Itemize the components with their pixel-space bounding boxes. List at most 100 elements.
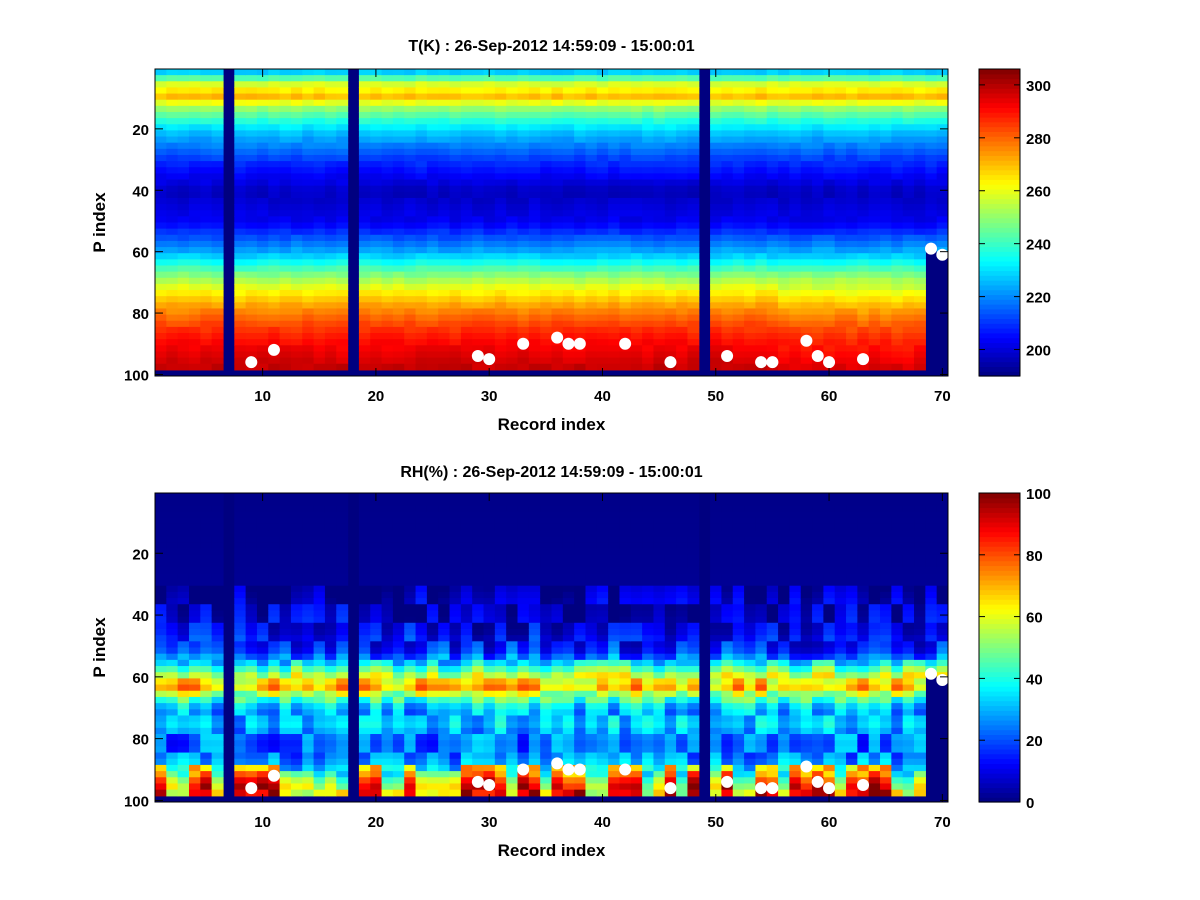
heatmap-cell xyxy=(506,111,519,119)
heatmap-cell xyxy=(211,721,224,729)
heatmap-cell xyxy=(166,628,179,636)
heatmap-cell xyxy=(256,616,269,624)
heatmap-cell xyxy=(392,764,405,772)
heatmap-cell xyxy=(256,222,269,230)
heatmap-cell xyxy=(528,517,541,525)
heatmap-cell xyxy=(914,339,926,346)
heatmap-cell xyxy=(449,666,462,673)
heatmap-cell xyxy=(528,173,541,181)
heatmap-cell xyxy=(823,253,836,260)
heatmap-cell xyxy=(585,154,598,162)
heatmap-cell xyxy=(245,124,258,131)
heatmap-cell xyxy=(268,548,281,556)
heatmap-cell xyxy=(358,290,371,297)
heatmap-cell xyxy=(789,222,802,230)
heatmap-cell xyxy=(290,764,303,772)
heatmap-cell xyxy=(755,265,768,273)
heatmap-cell xyxy=(256,314,269,322)
heatmap-cell xyxy=(789,161,802,168)
heatmap-cell xyxy=(256,167,269,174)
heatmap-cell xyxy=(336,118,349,125)
heatmap-cell xyxy=(540,548,553,556)
heatmap-cell xyxy=(177,764,190,772)
heatmap-cell xyxy=(290,690,303,698)
heatmap-cell xyxy=(653,99,666,107)
heatmap-cell xyxy=(211,783,224,791)
heatmap-cell xyxy=(449,363,462,371)
heatmap-cell xyxy=(472,579,485,587)
heatmap-cell xyxy=(392,283,405,291)
heatmap-cell xyxy=(902,124,915,131)
heatmap-cell xyxy=(245,573,258,581)
heatmap-cell xyxy=(540,641,553,649)
heatmap-cell xyxy=(676,210,689,217)
heatmap-cell xyxy=(642,363,655,371)
heatmap-cell xyxy=(279,721,292,729)
heatmap-cell xyxy=(528,333,541,340)
heatmap-cell xyxy=(211,118,224,125)
colorbar-segment xyxy=(979,174,1020,180)
heatmap-cell xyxy=(177,290,190,297)
heatmap-cell xyxy=(415,234,428,242)
heatmap-cell xyxy=(800,357,813,365)
heatmap-cell xyxy=(676,216,689,224)
heatmap-cell xyxy=(778,93,790,101)
heatmap-cell xyxy=(664,124,677,131)
heatmap-cell xyxy=(721,228,734,236)
heatmap-cell xyxy=(789,234,802,242)
heatmap-cell xyxy=(812,99,824,107)
heatmap-cell xyxy=(744,277,757,285)
heatmap-cell xyxy=(336,499,349,506)
heatmap-cell xyxy=(404,247,417,254)
heatmap-cell xyxy=(234,161,247,168)
heatmap-cell xyxy=(483,604,496,612)
heatmap-cell xyxy=(324,721,337,729)
heatmap-cell xyxy=(823,333,836,340)
heatmap-cell xyxy=(426,493,439,500)
heatmap-cell xyxy=(880,277,892,285)
heatmap-cell xyxy=(472,283,485,291)
heatmap-cell xyxy=(324,333,337,340)
heatmap-cell xyxy=(324,530,337,537)
heatmap-cell xyxy=(188,703,201,710)
heatmap-cell xyxy=(188,283,201,291)
heatmap-cell xyxy=(166,783,179,791)
colorbar-segment xyxy=(979,275,1020,281)
heatmap-cell xyxy=(812,326,824,334)
heatmap-cell xyxy=(732,154,745,162)
heatmap-cell xyxy=(449,604,462,612)
heatmap-cell xyxy=(211,99,224,107)
heatmap-cell xyxy=(166,591,179,599)
heatmap-cell xyxy=(540,259,553,267)
heatmap-cell xyxy=(302,610,315,618)
heatmap-cell xyxy=(789,148,802,156)
heatmap-cell xyxy=(528,210,541,217)
heatmap-cell xyxy=(370,228,383,236)
heatmap-cell xyxy=(528,690,541,698)
colorbar-segment xyxy=(979,270,1020,276)
heatmap-cell xyxy=(710,216,723,224)
heatmap-cell xyxy=(290,247,303,254)
heatmap-cell xyxy=(812,93,824,101)
heatmap-cell xyxy=(211,598,224,605)
heatmap-cell xyxy=(483,290,496,297)
heatmap-cell xyxy=(358,247,371,254)
heatmap-cell xyxy=(574,191,587,199)
heatmap-cell xyxy=(721,204,734,211)
heatmap-cell xyxy=(256,75,269,82)
heatmap-cell xyxy=(404,234,417,242)
heatmap-cell xyxy=(517,666,530,673)
heatmap-cell xyxy=(506,173,519,181)
heatmap-cell xyxy=(540,69,553,76)
heatmap-cell xyxy=(268,302,281,310)
heatmap-cell xyxy=(449,118,462,125)
heatmap-cell xyxy=(540,185,553,193)
heatmap-cell xyxy=(404,771,417,778)
heatmap-cell xyxy=(188,167,201,174)
heatmap-cell xyxy=(460,696,473,704)
heatmap-cell xyxy=(336,167,349,174)
heatmap-cell xyxy=(880,197,892,205)
heatmap-cell xyxy=(562,351,575,359)
heatmap-cell xyxy=(155,771,167,778)
heatmap-cell xyxy=(483,345,496,353)
